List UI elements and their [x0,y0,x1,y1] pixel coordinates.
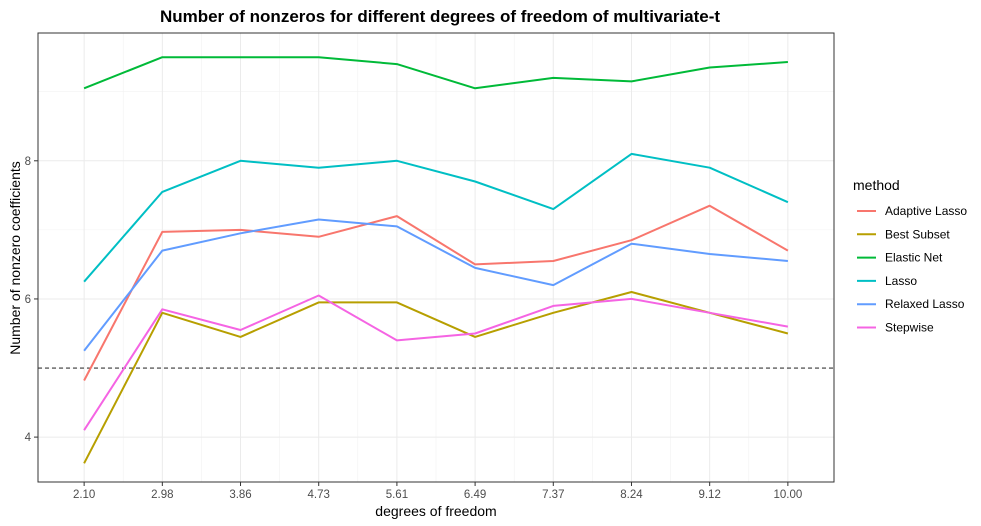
legend-label: Relaxed Lasso [885,297,965,311]
x-tick-label: 5.61 [386,489,408,501]
legend-label: Adaptive Lasso [885,204,967,218]
y-tick-label: 4 [25,432,32,444]
x-tick-label: 6.49 [464,489,486,501]
x-tick-label: 4.73 [308,489,330,501]
x-axis-title: degrees of freedom [375,503,496,519]
series-line-best-subset [83,291,789,464]
legend-label: Lasso [885,274,917,288]
y-axis-title: Number of nonzero coefficients [7,161,23,355]
legend-label: Stepwise [885,321,934,335]
panel-border [37,32,835,483]
series-line-relaxed-lasso [83,218,788,352]
x-tick-label: 2.10 [73,489,95,501]
x-tick-label: 9.12 [698,489,720,501]
series-line-elastic-net [83,56,788,90]
chart-title: Number of nonzeros for different degrees… [160,7,720,26]
legend-label: Best Subset [885,227,950,241]
series-line-lasso [83,152,789,283]
legend: method Adaptive Lasso Best Subset Elastic … [853,177,967,335]
series-line-adaptive-lasso [83,204,789,381]
plot-panel: 2.10 2.98 3.86 4.73 5.61 6.49 7.37 8.24 9.12 10.0… [25,32,835,501]
y-tick-label: 8 [25,156,31,168]
x-tick-label: 10.00 [773,489,802,501]
x-tick-label: 2.98 [151,489,173,501]
series-line-stepwise [83,294,789,431]
legend-label: Elastic Net [885,251,943,265]
x-tick-label: 8.24 [620,489,643,501]
y-tick-label: 6 [25,294,31,306]
x-tick-label: 3.86 [229,489,251,501]
legend-title: method [853,177,900,193]
x-tick-label: 7.37 [542,489,564,501]
